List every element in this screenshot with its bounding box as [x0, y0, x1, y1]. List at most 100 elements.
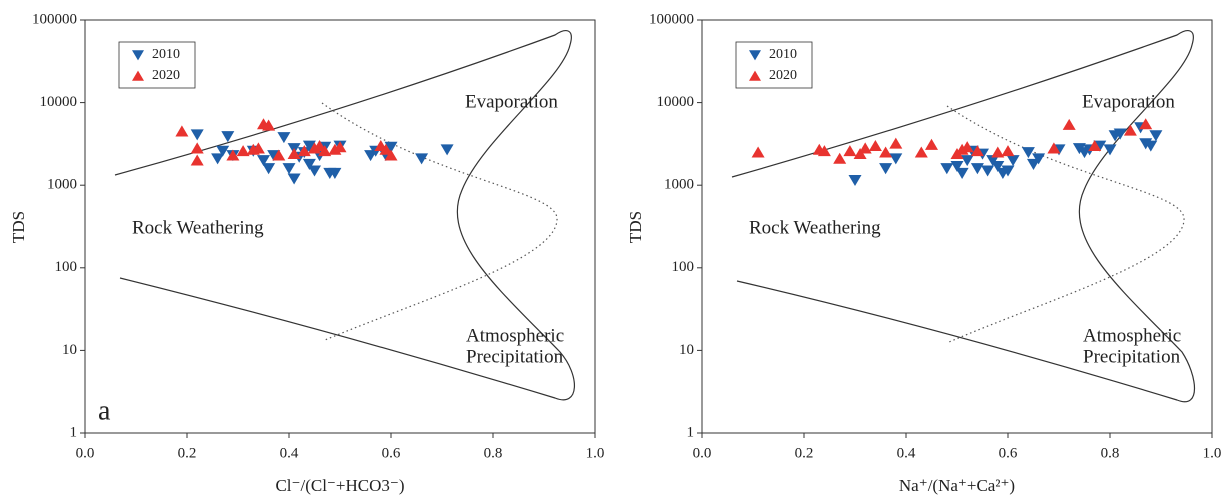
point — [287, 173, 301, 185]
point — [221, 131, 235, 143]
y-tick-label: 100 — [672, 259, 695, 275]
legend-marker — [132, 70, 144, 81]
boundary-curve — [731, 30, 1196, 403]
point — [1113, 128, 1127, 140]
x-tick-label: 0.4 — [280, 445, 299, 461]
point — [889, 137, 903, 149]
legend-marker — [749, 50, 761, 61]
region-label: Rock Weathering — [749, 217, 881, 238]
region-label: Evaporation — [465, 91, 558, 112]
point — [384, 149, 398, 161]
y-tick-label: 1000 — [664, 177, 694, 193]
y-tick-label: 10 — [62, 342, 77, 358]
point — [858, 142, 872, 154]
point — [328, 167, 342, 179]
y-axis-label: TDS — [9, 211, 28, 243]
point — [1062, 118, 1076, 130]
legend-label: 2020 — [152, 68, 180, 83]
x-tick-label: 0.2 — [795, 445, 814, 461]
legend-label: 2010 — [152, 47, 180, 62]
y-tick-label: 1 — [70, 424, 78, 440]
point — [318, 145, 332, 157]
x-axis-label: Na⁺/(Na⁺+Ca²⁺) — [899, 476, 1015, 495]
x-tick-label: 0.6 — [999, 445, 1018, 461]
point — [216, 145, 230, 157]
legend-marker — [132, 50, 144, 61]
point — [853, 147, 867, 159]
boundary-curve — [114, 30, 575, 401]
boundary-dotted — [321, 102, 558, 341]
x-tick-label: 1.0 — [586, 445, 605, 461]
point — [226, 149, 240, 161]
point — [1123, 124, 1137, 136]
x-tick-label: 0.0 — [693, 445, 712, 461]
point — [889, 153, 903, 165]
point — [1139, 118, 1153, 130]
point — [384, 141, 398, 153]
point — [833, 152, 847, 164]
region-label: Evaporation — [1082, 91, 1175, 112]
y-tick-label: 100000 — [649, 11, 694, 27]
point — [848, 174, 862, 187]
point — [950, 160, 964, 173]
point — [960, 155, 974, 167]
point — [986, 155, 1000, 167]
point — [287, 147, 301, 159]
point — [277, 132, 291, 144]
y-tick-label: 10 — [679, 342, 694, 358]
point — [1144, 140, 1158, 152]
region-label: Atmospheric — [1083, 325, 1181, 346]
point — [1001, 165, 1015, 177]
point — [415, 153, 429, 165]
point — [991, 160, 1005, 173]
point — [190, 129, 204, 141]
point — [981, 165, 995, 177]
x-tick-label: 0.2 — [178, 445, 197, 461]
x-tick-label: 0.8 — [484, 445, 503, 461]
point — [1006, 155, 1020, 167]
legend-label: 2010 — [769, 47, 797, 62]
boundary-dotted — [946, 105, 1185, 343]
point — [940, 163, 954, 175]
point — [302, 140, 316, 152]
point — [1047, 142, 1061, 154]
point — [302, 158, 316, 170]
panel: 0.0 0.2 0.4 0.6 0.8 1.0 1 10 100 1000 10000 100000 N… — [626, 11, 1221, 494]
x-tick-label: 0.8 — [1101, 445, 1120, 461]
point — [333, 141, 347, 153]
point — [1021, 147, 1035, 159]
plot-frame — [701, 19, 1213, 434]
point — [211, 153, 225, 165]
legend-box — [735, 41, 813, 89]
point — [190, 142, 204, 154]
region-label: Precipitation — [466, 346, 564, 367]
x-axis-label: Cl⁻/(Cl⁻+HCO3⁻) — [275, 476, 404, 495]
point — [1027, 158, 1040, 170]
x-tick-label: 0.0 — [76, 445, 95, 461]
point — [379, 143, 393, 155]
legend-box — [118, 41, 196, 89]
point — [817, 145, 831, 157]
point — [175, 125, 189, 137]
region-label: Precipitation — [1083, 346, 1181, 367]
x-tick-label: 1.0 — [1203, 445, 1222, 461]
point — [843, 145, 857, 157]
point — [991, 146, 1005, 158]
panel-label: a — [98, 395, 111, 426]
point — [914, 146, 928, 158]
y-tick-label: 10000 — [40, 94, 78, 110]
point — [955, 167, 969, 179]
x-tick-label: 0.6 — [382, 445, 401, 461]
y-tick-label: 10000 — [657, 94, 695, 110]
legend-label: 2020 — [769, 68, 797, 83]
point — [868, 139, 882, 151]
point — [262, 163, 276, 175]
y-tick-label: 100 — [55, 259, 78, 275]
y-tick-label: 1 — [687, 424, 695, 440]
point — [1103, 144, 1117, 156]
region-label: Rock Weathering — [132, 217, 264, 238]
point — [272, 149, 286, 161]
point — [440, 144, 454, 156]
